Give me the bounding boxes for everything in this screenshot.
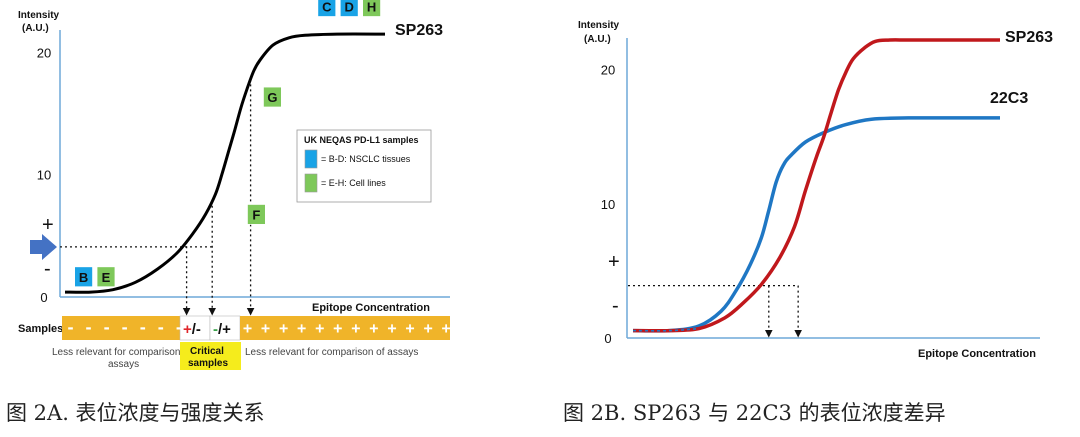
sample-marker-b: [74, 266, 93, 288]
chart-a-series-label-sp263: SP263: [395, 22, 443, 39]
chart-b-y-title-line1: Intensity: [578, 20, 620, 31]
chart-b-series-line-sp263: [632, 38, 1000, 333]
chart-a-guides: [60, 79, 255, 316]
chart-a-y-ticks: 0 10 20: [37, 45, 51, 305]
sample-marker-label-d: D: [345, 0, 354, 15]
chart-b-series-label-sp263: SP263: [1005, 29, 1053, 46]
chart-b: Intensity (A.U.) 0 10 20 + - Epitope Conce…: [563, 20, 1053, 425]
chart-b-minus-sign: -: [612, 295, 619, 317]
legend-swatch-nsclc: [304, 149, 318, 169]
sample-marker-label-e: E: [102, 270, 111, 285]
y-tick-label-0: 0: [604, 331, 611, 346]
sample-marker-h: [362, 0, 382, 17]
chart-b-series-label-22c3: 22C3: [990, 90, 1028, 107]
sample-marker-d: [339, 0, 359, 17]
chart-b-x-title: Epitope Concentration: [918, 348, 1036, 360]
chart-a-y-title-line1: Intensity: [18, 10, 60, 21]
samples-label: Samples: [18, 323, 63, 335]
caption-2a: 图 2A. 表位浓度与强度关系: [6, 401, 265, 425]
legend-box: [296, 129, 432, 203]
y-tick-label-20: 20: [601, 63, 615, 78]
samples-band-positive-text: + + + + + + + + + + + + + + +: [243, 319, 505, 337]
y-tick-label-0: 0: [40, 290, 47, 305]
legend-item-cell-lines: = E-H: Cell lines: [321, 178, 386, 188]
critical-samples-highlight: [180, 342, 241, 370]
sample-marker-f: [246, 204, 266, 225]
y-tick-label-10: 10: [601, 197, 615, 212]
samples-band: Samples - - - - - - - - - - + + + + + + …: [18, 315, 505, 370]
note-right: Less relevant for comparison of assays: [245, 347, 418, 358]
note-left-line2: assays: [108, 359, 139, 370]
samples-band-critical-2: [209, 315, 241, 341]
sample-marker-label-h: H: [367, 0, 376, 15]
caption-2b: 图 2B. SP263 与 22C3 的表位浓度差异: [563, 401, 946, 425]
note-left-line1: Less relevant for comparison of: [52, 347, 192, 358]
sample-marker-label-g: G: [267, 90, 277, 105]
y-tick-label-10: 10: [37, 168, 51, 183]
legend-title: UK NEQAS PD-L1 samples: [304, 135, 419, 145]
sample-marker-c: [317, 0, 337, 17]
chart-a: Intensity (A.U.) 0 10 20 + - Epitope Conce…: [6, 0, 505, 425]
sample-marker-label-f: F: [252, 207, 260, 222]
chart-a-minus-sign: -: [44, 258, 51, 280]
note-critical-line1: Critical: [190, 346, 224, 357]
threshold-arrow-icon: [30, 234, 57, 260]
sample-marker-e: [96, 266, 116, 288]
note-critical-line2: samples: [188, 358, 228, 369]
critical-1-sign: +/-: [183, 321, 201, 338]
samples-band-negative: [62, 316, 180, 340]
chart-b-plus-sign: +: [608, 251, 620, 273]
chart-a-series-line-sp263: [64, 32, 386, 294]
chart-b-series-line-22c3: [632, 116, 1000, 333]
samples-band-positive: [240, 316, 450, 340]
chart-b-y-ticks: 0 10 20: [601, 63, 615, 346]
chart-a-y-title-line2: (A.U.): [22, 23, 49, 34]
critical-2-sign: -/+: [213, 321, 231, 338]
samples-band-negative-text: - - - - - - - - - -: [66, 319, 238, 337]
chart-b-overlap-dash: [632, 327, 700, 332]
chart-b-y-title-line2: (A.U.): [584, 34, 611, 45]
chart-a-legend: UK NEQAS PD-L1 samples = B-D: NSCLC tiss…: [296, 129, 432, 203]
sample-marker-label-c: C: [322, 0, 332, 15]
chart-a-sample-markers: B E F G C D H: [74, 0, 382, 288]
legend-item-nsclc: = B-D: NSCLC tissues: [321, 154, 411, 164]
legend-swatch-cell-lines: [304, 173, 318, 193]
chart-a-plus-sign: +: [42, 214, 54, 236]
chart-a-x-title: Epitope Concentration: [312, 302, 430, 314]
y-tick-label-20: 20: [37, 45, 51, 60]
samples-band-critical-1: [179, 315, 211, 341]
sample-marker-label-b: B: [79, 270, 88, 285]
chart-b-guides: [628, 285, 803, 338]
sample-marker-g: [262, 86, 282, 108]
